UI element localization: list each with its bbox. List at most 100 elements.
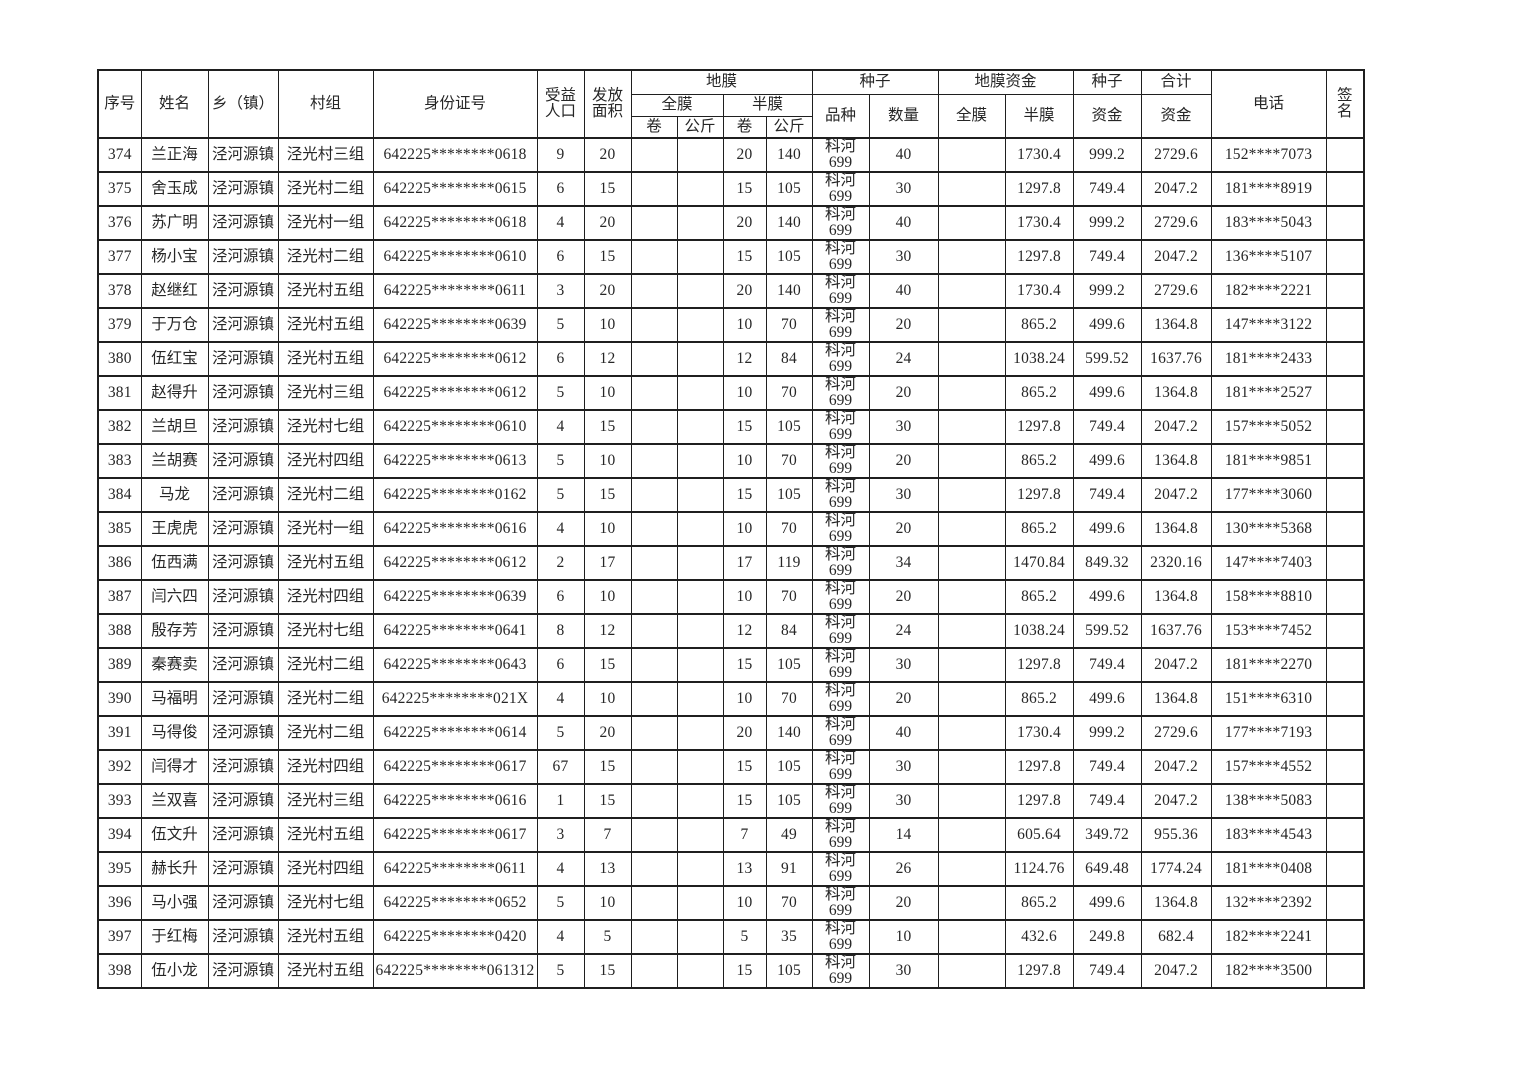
cell-id-number: 642225********0610 bbox=[372, 239, 538, 275]
cell-name: 闫六四 bbox=[140, 579, 209, 615]
cell-seed-variety: 科河 699 bbox=[811, 579, 870, 615]
cell-village-group: 泾光村五组 bbox=[277, 817, 374, 853]
cell-seed-variety: 科河 699 bbox=[811, 511, 870, 547]
cell-phone: 147****3122 bbox=[1210, 307, 1327, 343]
cell-township: 泾河源镇 bbox=[207, 341, 279, 377]
header-half-film-kg: 公斤 bbox=[765, 115, 813, 139]
table-row: 393 兰双喜 泾河源镇 泾光村三组 642225********0616 1 … bbox=[97, 783, 1365, 819]
header-full-film: 全膜 bbox=[630, 93, 724, 117]
cell-beneficiary-population: 2 bbox=[536, 545, 585, 581]
subsidy-table: 序号 姓名 乡（镇） 村组 身份证号 受益 人口 发放 面积 地膜 种子 地膜资… bbox=[97, 69, 1366, 989]
cell-name: 伍红宝 bbox=[140, 341, 209, 377]
header-row-2: 全膜 半膜 品种 数量 全膜 半膜 资金 资金 bbox=[98, 93, 1364, 139]
cell-seed-quantity: 14 bbox=[868, 817, 939, 853]
cell-full-film-kg bbox=[676, 137, 724, 173]
cell-beneficiary-population: 6 bbox=[536, 579, 585, 615]
cell-full-film-funds bbox=[937, 409, 1006, 445]
cell-full-film-kg bbox=[676, 681, 724, 717]
header-seed-funds-top: 种子 bbox=[1072, 69, 1142, 95]
cell-issued-area: 15 bbox=[583, 749, 632, 785]
cell-issued-area: 15 bbox=[583, 409, 632, 445]
cell-issued-area: 20 bbox=[583, 205, 632, 241]
cell-phone: 177****7193 bbox=[1210, 715, 1327, 751]
cell-half-film-funds: 1297.8 bbox=[1004, 171, 1074, 207]
cell-seed-funds: 349.72 bbox=[1072, 817, 1142, 853]
cell-beneficiary-population: 4 bbox=[536, 851, 585, 887]
cell-half-film-kg: 140 bbox=[765, 273, 813, 309]
cell-half-film-rolls: 10 bbox=[722, 375, 767, 411]
cell-full-film-kg bbox=[676, 715, 724, 751]
cell-id-number: 642225********0639 bbox=[372, 307, 538, 343]
cell-seed-quantity: 10 bbox=[868, 919, 939, 955]
cell-half-film-funds: 1297.8 bbox=[1004, 749, 1074, 785]
cell-signature bbox=[1325, 409, 1365, 445]
cell-seed-variety: 科河 699 bbox=[811, 239, 870, 275]
cell-village-group: 泾光村四组 bbox=[277, 443, 374, 479]
cell-half-film-funds: 432.6 bbox=[1004, 919, 1074, 955]
cell-seed-quantity: 20 bbox=[868, 375, 939, 411]
cell-name: 赵继红 bbox=[140, 273, 209, 309]
cell-phone: 157****4552 bbox=[1210, 749, 1327, 785]
cell-full-film-kg bbox=[676, 783, 724, 819]
cell-half-film-funds: 1730.4 bbox=[1004, 273, 1074, 309]
cell-phone: 181****0408 bbox=[1210, 851, 1327, 887]
cell-beneficiary-population: 4 bbox=[536, 409, 585, 445]
header-half-film: 半膜 bbox=[722, 93, 813, 117]
cell-half-film-funds: 865.2 bbox=[1004, 885, 1074, 921]
subsidy-table-sheet: 序号 姓名 乡（镇） 村组 身份证号 受益 人口 发放 面积 地膜 种子 地膜资… bbox=[97, 69, 1366, 989]
cell-seed-variety: 科河 699 bbox=[811, 171, 870, 207]
cell-name: 赵得升 bbox=[140, 375, 209, 411]
cell-full-film-kg bbox=[676, 273, 724, 309]
cell-seed-quantity: 30 bbox=[868, 409, 939, 445]
cell-full-film-rolls bbox=[630, 307, 678, 343]
cell-seed-funds: 499.6 bbox=[1072, 579, 1142, 615]
cell-beneficiary-population: 3 bbox=[536, 273, 585, 309]
cell-name: 杨小宝 bbox=[140, 239, 209, 275]
cell-seed-variety: 科河 699 bbox=[811, 137, 870, 173]
cell-half-film-kg: 84 bbox=[765, 613, 813, 649]
cell-name: 伍西满 bbox=[140, 545, 209, 581]
cell-issued-area: 20 bbox=[583, 273, 632, 309]
cell-name: 兰胡旦 bbox=[140, 409, 209, 445]
cell-id-number: 642225********0618 bbox=[372, 205, 538, 241]
cell-township: 泾河源镇 bbox=[207, 681, 279, 717]
cell-township: 泾河源镇 bbox=[207, 307, 279, 343]
cell-id-number: 642225********0611 bbox=[372, 273, 538, 309]
cell-full-film-funds bbox=[937, 647, 1006, 683]
cell-township: 泾河源镇 bbox=[207, 137, 279, 173]
cell-full-film-funds bbox=[937, 715, 1006, 751]
cell-full-film-rolls bbox=[630, 783, 678, 819]
cell-village-group: 泾光村一组 bbox=[277, 205, 374, 241]
header-full-film-kg: 公斤 bbox=[676, 115, 724, 139]
cell-signature bbox=[1325, 375, 1365, 411]
cell-total-funds: 1774.24 bbox=[1140, 851, 1212, 887]
cell-half-film-rolls: 12 bbox=[722, 613, 767, 649]
table-row: 397 于红梅 泾河源镇 泾光村五组 642225********0420 4 … bbox=[97, 919, 1365, 955]
cell-township: 泾河源镇 bbox=[207, 715, 279, 751]
cell-beneficiary-population: 9 bbox=[536, 137, 585, 173]
cell-full-film-kg bbox=[676, 443, 724, 479]
cell-full-film-funds bbox=[937, 341, 1006, 377]
cell-half-film-kg: 84 bbox=[765, 341, 813, 377]
table-row: 383 兰胡赛 泾河源镇 泾光村四组 642225********0613 5 … bbox=[97, 443, 1365, 479]
cell-beneficiary-population: 5 bbox=[536, 375, 585, 411]
cell-serial: 374 bbox=[97, 137, 142, 173]
cell-seed-quantity: 30 bbox=[868, 749, 939, 785]
header-seed-variety: 品种 bbox=[811, 93, 870, 139]
cell-village-group: 泾光村四组 bbox=[277, 851, 374, 887]
cell-half-film-kg: 70 bbox=[765, 307, 813, 343]
cell-seed-variety: 科河 699 bbox=[811, 341, 870, 377]
cell-beneficiary-population: 5 bbox=[536, 477, 585, 513]
cell-full-film-funds bbox=[937, 443, 1006, 479]
cell-seed-variety: 科河 699 bbox=[811, 307, 870, 343]
cell-seed-quantity: 20 bbox=[868, 511, 939, 547]
cell-name: 闫得才 bbox=[140, 749, 209, 785]
cell-full-film-rolls bbox=[630, 137, 678, 173]
cell-beneficiary-population: 6 bbox=[536, 171, 585, 207]
cell-village-group: 泾光村二组 bbox=[277, 647, 374, 683]
cell-phone: 153****7452 bbox=[1210, 613, 1327, 649]
cell-serial: 377 bbox=[97, 239, 142, 275]
cell-total-funds: 1364.8 bbox=[1140, 579, 1212, 615]
cell-serial: 395 bbox=[97, 851, 142, 887]
